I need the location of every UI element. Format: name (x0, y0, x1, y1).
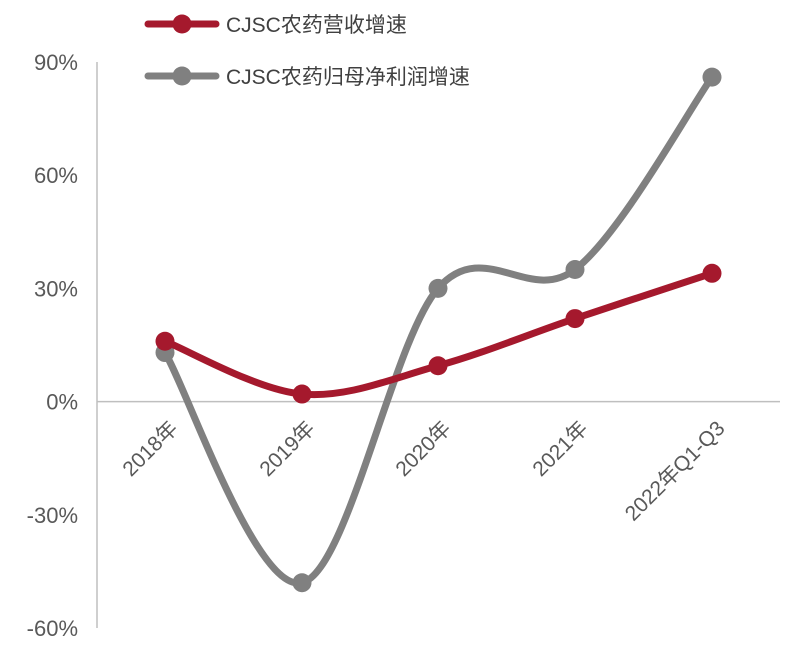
data-point-series-0 (565, 309, 585, 329)
data-point-series-0 (428, 356, 448, 376)
data-point-series-0 (292, 384, 312, 404)
x-tick-label: 2020年 (391, 417, 455, 481)
data-point-series-1 (428, 278, 448, 298)
series-lines (155, 67, 722, 593)
legend-label: CJSC农药归母净利润增速 (226, 66, 470, 89)
series-line-1 (161, 73, 716, 587)
x-tick-label: 2018年 (118, 417, 182, 481)
x-tick-label: 2021年 (528, 417, 592, 481)
y-tick-label: -30% (27, 503, 78, 528)
y-tick-label: 60% (34, 163, 78, 188)
y-tick-label: 90% (34, 50, 78, 75)
data-point-series-1 (702, 67, 722, 87)
legend-swatch-marker (172, 14, 192, 34)
y-tick-label: 30% (34, 276, 78, 301)
data-point-series-0 (155, 331, 175, 351)
chart-legend: CJSC农药营收增速 CJSC农药归母净利润增速 (144, 14, 470, 89)
x-tick-label: 2019年 (255, 417, 319, 481)
data-point-series-1 (292, 573, 312, 593)
data-point-series-0 (702, 263, 722, 283)
data-point-series-1 (565, 260, 585, 280)
legend-label: CJSC农药营收增速 (226, 14, 407, 37)
x-tick-label: 2022年Q1-Q3 (621, 417, 730, 526)
legend-swatch-marker (172, 66, 192, 86)
y-axis: 90% 60% 30% 0% -30% -60% (27, 50, 98, 641)
y-tick-label: -60% (27, 616, 78, 641)
y-tick-label: 0% (46, 390, 78, 415)
